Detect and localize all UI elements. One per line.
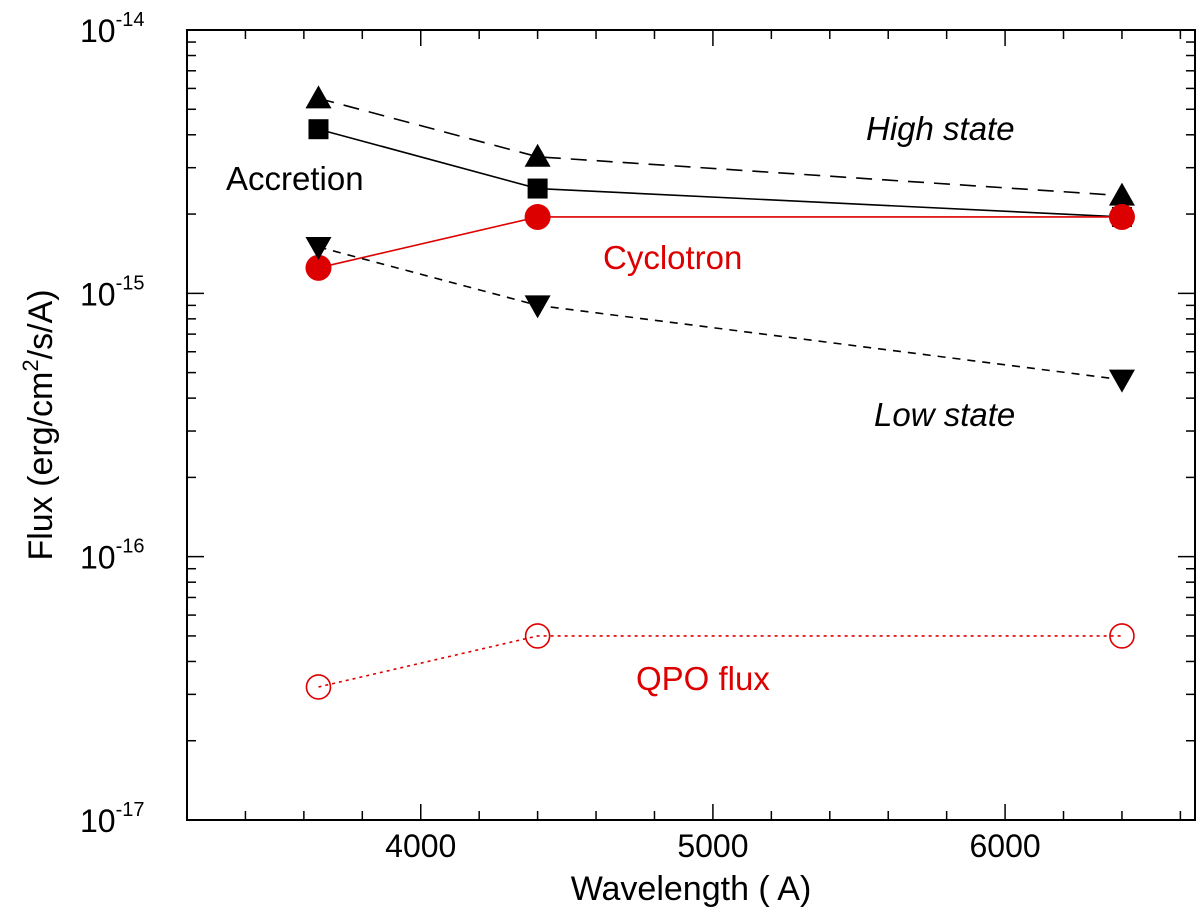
marker-high-state bbox=[1108, 182, 1135, 206]
y-axis-label-prefix: Flux (erg/cm bbox=[22, 372, 60, 561]
annotation-cyclotron: Cyclotron bbox=[603, 239, 742, 276]
y-tick-exp: -16 bbox=[116, 536, 145, 558]
marker-low-state bbox=[1108, 369, 1135, 393]
y-tick-exp: -14 bbox=[116, 9, 145, 31]
y-axis-label-sup: 2 bbox=[18, 359, 43, 371]
annotation-low-state: Low state bbox=[874, 396, 1015, 433]
y-axis-label-suffix: /s/A) bbox=[22, 289, 60, 359]
marker-qpo-flux bbox=[305, 674, 332, 700]
marker-high-state bbox=[305, 85, 332, 109]
marker-qpo-flux bbox=[1109, 623, 1135, 649]
marker-low-state bbox=[305, 236, 332, 260]
marker-qpo-flux bbox=[524, 623, 551, 649]
y-tick-base: 10 bbox=[80, 803, 116, 839]
y-tick-base: 10 bbox=[80, 540, 116, 576]
marker-high-state bbox=[524, 143, 551, 167]
series-line-qpo-flux bbox=[318, 635, 1122, 688]
y-tick-label: 10-16 bbox=[80, 536, 145, 576]
marker-accretion bbox=[308, 119, 329, 140]
y-axis-label: Flux (erg/cm2/s/A) bbox=[18, 289, 60, 560]
x-tick-label: 4000 bbox=[385, 828, 456, 864]
annotation-high-state: High state bbox=[866, 110, 1015, 147]
y-tick-exp: -15 bbox=[116, 272, 145, 294]
series-lines bbox=[318, 97, 1123, 688]
annotation-accretion: Accretion bbox=[226, 160, 364, 197]
y-tick-label: 10-14 bbox=[80, 9, 145, 49]
marker-cyclotron bbox=[305, 254, 332, 281]
x-tick-label: 5000 bbox=[677, 828, 748, 864]
marker-cyclotron bbox=[524, 203, 551, 230]
x-axis-label: Wavelength ( A) bbox=[571, 870, 812, 908]
plot-frame bbox=[186, 29, 1196, 821]
series-markers bbox=[305, 85, 1135, 700]
marker-accretion bbox=[527, 178, 548, 199]
marker-cyclotron bbox=[1108, 203, 1135, 230]
y-tick-base: 10 bbox=[80, 276, 116, 312]
y-tick-base: 10 bbox=[80, 13, 116, 49]
y-tick-label: 10-15 bbox=[80, 272, 145, 312]
y-tick-exp: -17 bbox=[116, 799, 145, 821]
y-tick-label: 10-17 bbox=[80, 799, 145, 839]
marker-low-state bbox=[524, 295, 551, 319]
annotation-qpo-flux: QPO flux bbox=[636, 660, 770, 697]
x-tick-label: 6000 bbox=[969, 828, 1040, 864]
